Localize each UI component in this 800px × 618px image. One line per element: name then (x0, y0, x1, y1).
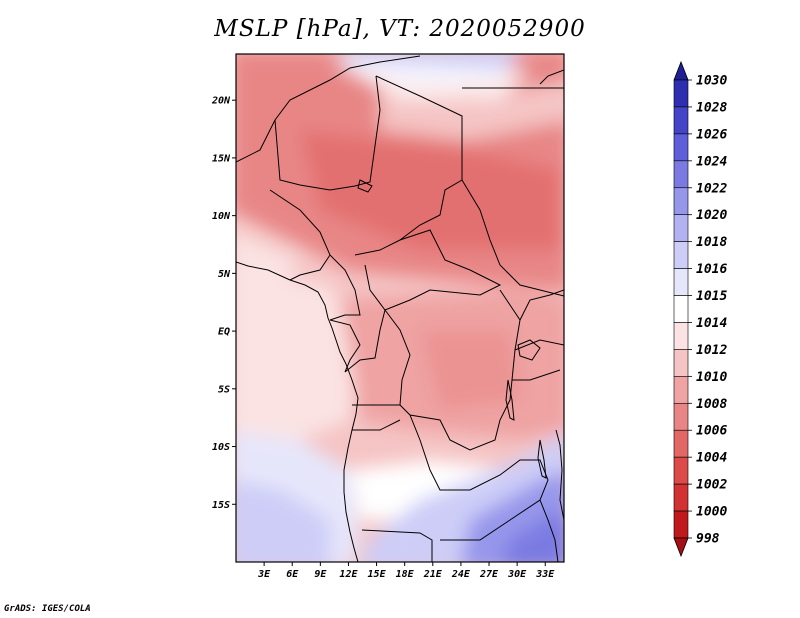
border-east-africa (512, 289, 564, 381)
colorbar-segment (673, 241, 689, 269)
border-drc (384, 289, 521, 451)
colorbar-segment (673, 322, 689, 350)
colorbar-segment (673, 429, 689, 458)
lake-tanganyika (505, 379, 515, 421)
y-tick-label: 10S (212, 442, 230, 453)
chart-title: MSLP [hPa], VT: 2020052900 (214, 16, 586, 42)
colorbar-label: 1002 (696, 478, 727, 493)
colorbar-label: 1022 (696, 181, 727, 196)
colorbar-label: 1030 (696, 74, 727, 89)
colorbar-bottom-arrow (673, 537, 689, 558)
colorbar-label: 1010 (696, 370, 727, 385)
y-tick-label: 5S (218, 384, 230, 395)
colorbar-segment (673, 133, 689, 162)
border-niger (274, 75, 381, 191)
plot-frame (235, 53, 565, 563)
colorbar-label: 1016 (696, 262, 727, 277)
colorbar: 1030 1028 1026 1024 1022 1020 1018 1016 1015 1014… (673, 60, 727, 558)
colorbar-label: 1018 (696, 235, 727, 250)
colorbar-segment (673, 483, 689, 512)
y-tick-label: 15N (212, 153, 231, 164)
border-cameroon (329, 254, 361, 321)
y-tick-label: EQ (218, 327, 230, 338)
y-tick-label: 20N (211, 96, 231, 107)
field-congo-low (420, 330, 520, 410)
border-zambia (409, 414, 549, 541)
lake-victoria (517, 339, 541, 361)
colorbar-label: 1012 (696, 343, 727, 358)
colorbar-segment (673, 349, 689, 377)
lake-malawi (537, 439, 547, 479)
border-car (354, 229, 502, 311)
colorbar-segment (673, 79, 689, 108)
colorbar-segment (673, 295, 689, 323)
field-south-atlantic-strong (236, 481, 330, 562)
border-sudan-south (461, 179, 564, 297)
field-sahel-core (300, 130, 560, 250)
y-axis: 20N 15N 10N 5N EQ 5S 10S 15S (211, 96, 236, 511)
border-mozambique (539, 499, 559, 562)
field-northern-white (330, 60, 530, 100)
x-tick-label: 18E (396, 569, 415, 580)
x-tick-label: 24E (451, 569, 471, 580)
colorbar-label: 1026 (696, 127, 727, 142)
border-angola (352, 404, 433, 562)
pressure-field (236, 54, 564, 562)
colorbar-segment (673, 510, 689, 539)
y-tick-label: 15S (212, 500, 230, 511)
coast-east (539, 69, 564, 521)
grads-credit: GrADS: IGES/COLA (4, 604, 91, 614)
x-tick-label: 12E (339, 569, 358, 580)
colorbar-segment (673, 187, 689, 216)
x-tick-label: 30E (507, 569, 527, 580)
colorbar-label: 1015 (696, 289, 727, 304)
x-tick-label: 33E (535, 569, 555, 580)
x-tick-label: 21E (423, 569, 443, 580)
colorbar-segment (673, 402, 689, 431)
field-west-ocean (236, 232, 300, 299)
field-northwest-coast (236, 60, 270, 189)
field-gulf-of-guinea (236, 270, 360, 440)
colorbar-segment (673, 160, 689, 189)
x-axis: 3E 6E 9E 12E 15E 18E 21E 24E 27E 30E 33E (257, 562, 555, 580)
country-borders (236, 55, 564, 562)
border-chad-libya (375, 75, 463, 241)
colorbar-label: 998 (696, 532, 720, 547)
border-mali-algeria (236, 55, 421, 163)
y-tick-label: 10N (212, 211, 231, 222)
colorbar-label: 1008 (696, 397, 727, 412)
colorbar-label: 1004 (696, 451, 727, 466)
lake-chad (357, 179, 373, 193)
coastline-west-africa (236, 261, 359, 562)
colorbar-label: 1014 (696, 316, 727, 331)
colorbar-segment (673, 268, 689, 296)
border-congo (329, 309, 386, 373)
colorbar-top-arrow (673, 60, 689, 81)
x-tick-label: 3E (257, 569, 271, 580)
colorbar-label: 1000 (696, 505, 727, 520)
colorbar-label: 1028 (696, 100, 727, 115)
colorbar-label: 1020 (696, 208, 727, 223)
x-tick-label: 15E (368, 569, 387, 580)
colorbar-label: 1024 (696, 154, 727, 169)
colorbar-label: 1006 (696, 424, 727, 439)
x-tick-label: 6E (286, 569, 299, 580)
y-tick-label: 5N (218, 269, 231, 280)
colorbar-segment (673, 106, 689, 135)
x-tick-label: 27E (479, 569, 499, 580)
colorbar-segment (673, 456, 689, 485)
colorbar-segment (673, 376, 689, 404)
x-tick-label: 9E (314, 569, 327, 580)
colorbar-segment (673, 214, 689, 242)
